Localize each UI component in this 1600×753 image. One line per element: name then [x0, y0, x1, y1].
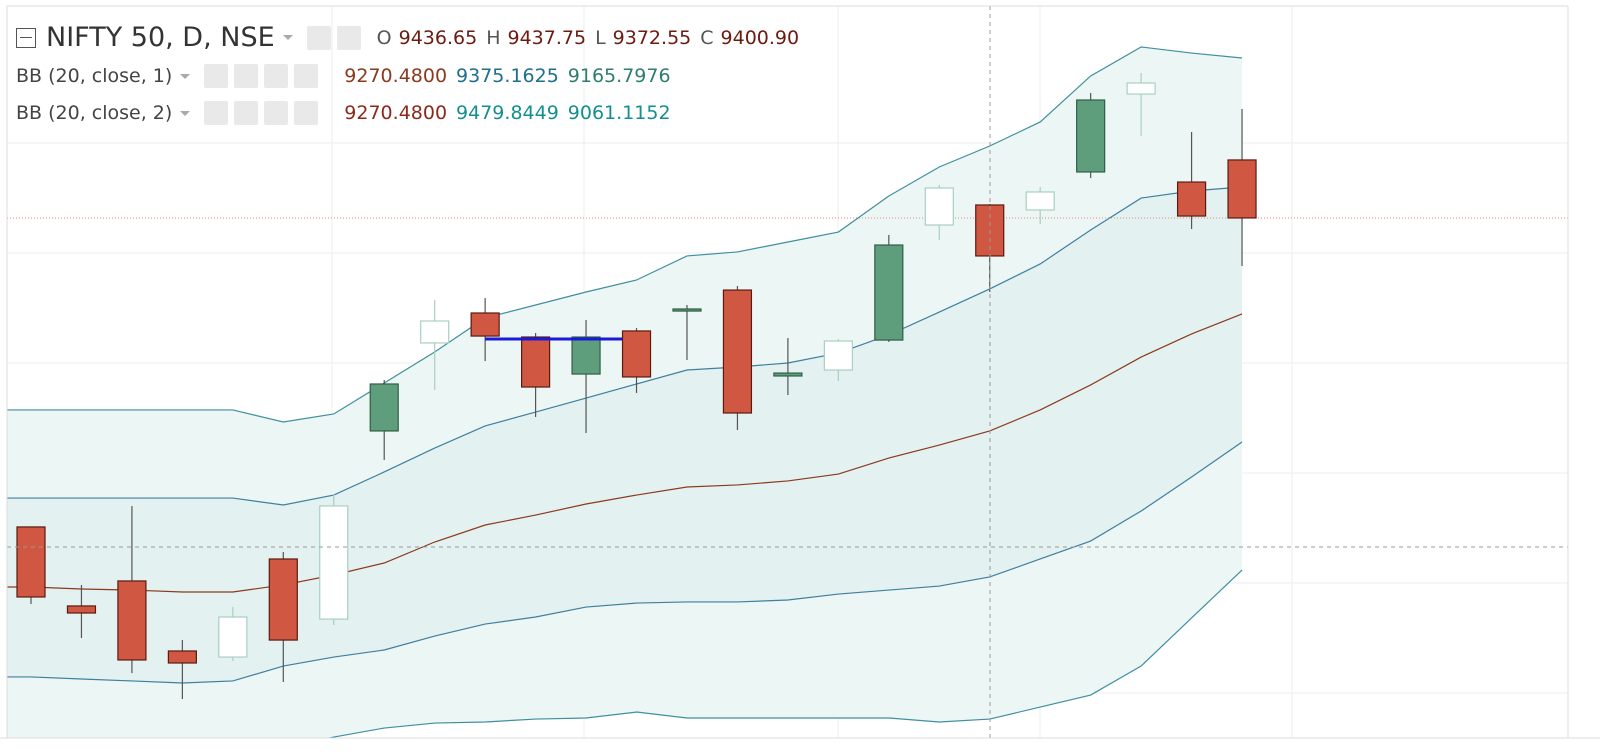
candle-body [571, 336, 601, 375]
candle-body [117, 580, 147, 661]
candle-body [621, 330, 652, 378]
chart-title: NIFTY 50, D, NSE [46, 22, 275, 53]
add-icon[interactable] [264, 64, 289, 88]
indicator-value: 9375.1625 [456, 65, 559, 87]
candle-body [66, 605, 97, 614]
candle-body [218, 616, 248, 658]
candle-body [773, 372, 803, 377]
ohlc-label: L [595, 26, 606, 49]
band-fill [7, 187, 1243, 684]
eye-icon[interactable] [306, 25, 331, 50]
dropdown-caret[interactable] [282, 35, 293, 40]
ohlc-value: 9372.55 [612, 26, 692, 49]
candle-body [369, 383, 399, 432]
band-line [326, 569, 1243, 738]
indicator-value: 9061.1152 [567, 102, 671, 124]
indicator-value: 9270.4800 [344, 102, 448, 124]
candle-body [672, 308, 702, 312]
indicator-value: 9165.7976 [567, 65, 671, 87]
ohlc-value: 9436.65 [398, 26, 478, 49]
indicator-legend: BB (20, close, 2) 9270.4800 9479.8449 9061.… [16, 101, 680, 125]
candle-body [1076, 99, 1106, 173]
indicator-legend: BB (20, close, 1) 9270.4800 9375.1625 9165.… [16, 64, 680, 88]
symbol-legend: NIFTY 50, D, NSE O 9436.65 H 9437.75 L 9372.5… [16, 22, 808, 53]
candle-body [167, 650, 197, 664]
collapse-button[interactable] [16, 27, 36, 48]
candle-body [420, 320, 450, 344]
band-line [7, 313, 1243, 593]
candle-body [1025, 191, 1055, 211]
candle-body [1227, 159, 1257, 219]
remove-icon[interactable] [294, 64, 319, 88]
settings-icon[interactable] [234, 101, 259, 125]
candle-body [268, 558, 298, 641]
settings-icon[interactable] [336, 25, 361, 50]
candle-body [1126, 82, 1156, 95]
ohlc-label: C [700, 26, 714, 49]
indicator-value: 9270.4800 [344, 65, 448, 87]
candle-body [1176, 181, 1207, 217]
candle-body [722, 289, 753, 414]
ohlc-values: O 9436.65 H 9437.75 L 9372.55 C 9400.90 [377, 27, 808, 49]
eye-icon[interactable] [204, 101, 229, 125]
ohlc-label: H [486, 26, 501, 49]
dropdown-caret[interactable] [180, 73, 191, 79]
ohlc-value: 9400.90 [720, 26, 800, 49]
candle-body [823, 340, 853, 371]
candle-body [924, 187, 954, 226]
candle-body [16, 526, 46, 598]
indicator-name: BB (20, close, 2) [16, 102, 173, 124]
candle-body [874, 244, 904, 341]
candle-body [520, 336, 551, 388]
indicator-name: BB (20, close, 1) [16, 65, 173, 87]
remove-icon[interactable] [294, 101, 319, 125]
ohlc-value: 9437.75 [507, 26, 587, 49]
band-line [7, 186, 1243, 506]
indicator-value: 9479.8449 [456, 102, 559, 124]
band-line [7, 441, 1243, 684]
add-icon[interactable] [264, 101, 289, 125]
candle-body [470, 312, 500, 337]
band-line [7, 46, 1243, 423]
dropdown-caret[interactable] [180, 110, 191, 116]
eye-icon[interactable] [204, 64, 229, 88]
ohlc-label: O [376, 26, 392, 49]
candle-body [319, 505, 349, 620]
settings-icon[interactable] [234, 64, 259, 88]
